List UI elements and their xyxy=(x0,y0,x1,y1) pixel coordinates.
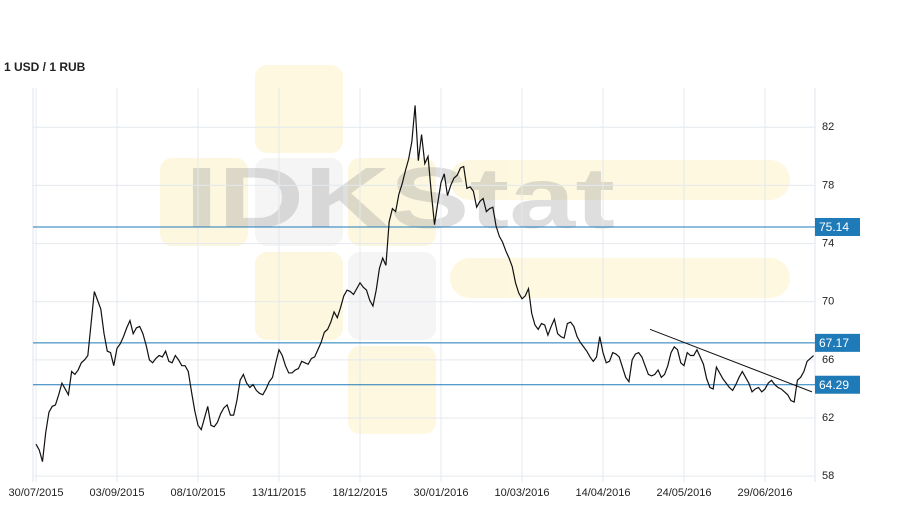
x-tick-label: 30/07/2015 xyxy=(8,487,63,499)
x-tick-label: 10/03/2016 xyxy=(494,487,549,499)
x-tick-label: 18/12/2015 xyxy=(332,487,387,499)
y-tick-label: 78 xyxy=(822,179,834,191)
price-line xyxy=(35,105,815,462)
x-tick-label: 08/10/2015 xyxy=(170,487,225,499)
level-badge xyxy=(815,333,860,352)
y-tick-label: 70 xyxy=(822,296,834,308)
chart-title: 1 USD / 1 RUB xyxy=(4,60,86,74)
x-tick-label: 30/01/2016 xyxy=(413,487,468,499)
x-tick-label: 14/04/2016 xyxy=(575,487,630,499)
y-tick-label: 66 xyxy=(822,354,834,366)
level-label: 75.14 xyxy=(819,220,849,234)
level-label: 67.17 xyxy=(819,336,849,350)
x-tick-label: 29/06/2016 xyxy=(737,487,792,499)
x-tick-label: 03/09/2015 xyxy=(89,487,144,499)
y-tick-label: 58 xyxy=(822,470,834,482)
trendline xyxy=(649,328,813,393)
x-tick-label: 24/05/2016 xyxy=(656,487,711,499)
level-badge xyxy=(815,375,860,394)
y-tick-label: 82 xyxy=(822,121,834,133)
watermark-decor xyxy=(160,65,790,434)
y-tick-label: 62 xyxy=(822,412,834,424)
y-tick-label: 74 xyxy=(822,237,834,249)
level-label: 64.29 xyxy=(819,378,849,392)
x-tick-label: 13/11/2015 xyxy=(252,487,306,499)
watermark: IDKStat xyxy=(185,151,615,247)
level-badge xyxy=(815,217,860,236)
